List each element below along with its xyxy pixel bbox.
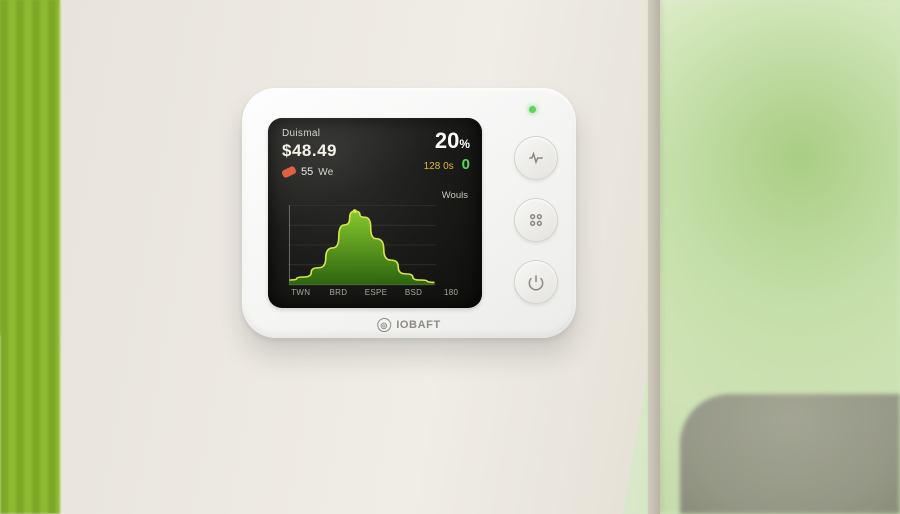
tag-unit: We	[318, 167, 333, 178]
percent-value: 20%	[435, 128, 470, 154]
sub-row: 128 0s 0	[424, 156, 470, 173]
chart-svg	[288, 204, 436, 286]
usage-sub: 128 0s	[424, 161, 454, 172]
x-tick-label: ESPE	[357, 288, 395, 304]
x-tick-label: TWN	[282, 288, 320, 304]
settings-icon	[526, 210, 546, 230]
mode-button[interactable]	[514, 136, 558, 180]
scene-background: Duismal $48.49 55 We 20% 128 0s 0	[0, 0, 900, 514]
readouts-row: Duismal $48.49 55 We 20% 128 0s 0	[282, 128, 470, 188]
curtain	[0, 0, 60, 514]
window-frame	[648, 0, 660, 514]
x-tick-label: BSD	[395, 288, 433, 304]
power-icon	[526, 272, 546, 292]
x-axis-labels: TWNBRDESPEBSD180	[282, 288, 470, 304]
settings-button[interactable]	[514, 198, 558, 242]
mode-icon	[526, 148, 546, 168]
usage-area-chart	[288, 204, 436, 286]
power-button[interactable]	[514, 260, 558, 304]
period-label: Duismal	[282, 128, 337, 139]
x-tick-label: BRD	[320, 288, 358, 304]
tag-icon	[281, 165, 297, 178]
chart-area: Wouls	[282, 192, 470, 286]
cost-value: $48.49	[282, 141, 337, 161]
readout-left-col: Duismal $48.49 55 We	[282, 128, 337, 188]
tag-row: 55 We	[282, 166, 337, 178]
brand-badge: ◎ IOBAFT	[377, 318, 441, 332]
x-tick-label: 180	[432, 288, 470, 304]
readout-right-col: 20% 128 0s 0	[424, 128, 470, 188]
tag-value: 55	[301, 166, 313, 178]
live-value: 0	[462, 156, 470, 173]
brand-name: IOBAFT	[396, 319, 441, 331]
y-axis-label: Wouls	[442, 190, 468, 201]
sofa-cushion	[680, 394, 900, 514]
side-button-column	[514, 136, 558, 304]
smart-energy-monitor: Duismal $48.49 55 We 20% 128 0s 0	[242, 88, 576, 338]
brand-logo-icon: ◎	[377, 318, 391, 332]
display-screen[interactable]: Duismal $48.49 55 We 20% 128 0s 0	[268, 118, 482, 308]
status-led	[529, 106, 536, 113]
